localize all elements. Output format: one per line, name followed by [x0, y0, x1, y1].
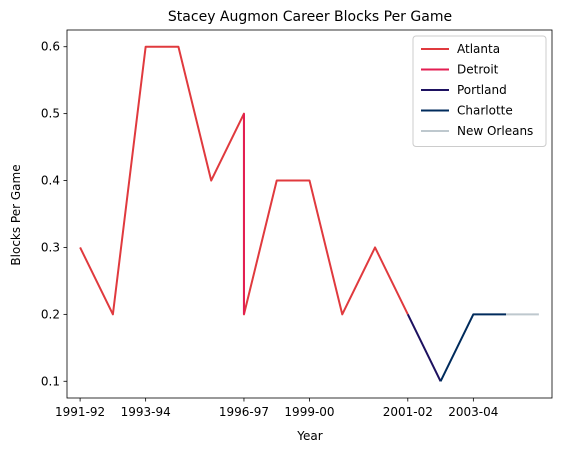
y-tick-label: 0.4: [41, 174, 60, 188]
x-tick-label: 2003-04: [448, 405, 498, 419]
x-axis-label: Year: [296, 429, 322, 443]
x-tick-label: 1991-92: [55, 405, 105, 419]
x-tick-label: 1996-97: [219, 405, 269, 419]
x-tick-label: 2001-02: [383, 405, 433, 419]
legend-label: Portland: [457, 83, 507, 97]
y-tick-label: 0.3: [41, 240, 60, 254]
chart-title: Stacey Augmon Career Blocks Per Game: [168, 9, 452, 25]
x-tick-label: 1993-94: [121, 405, 171, 419]
legend-label: Detroit: [457, 63, 499, 77]
legend-label: New Orleans: [457, 124, 533, 138]
axes: 0.1 0.2 0.3 0.4 0.5 0.6 1991-92 1993-94 1996-97 1…: [41, 29, 553, 419]
legend-label: Atlanta: [457, 42, 500, 56]
y-axis-label: Blocks Per Game: [9, 164, 23, 265]
legend-box: [412, 35, 547, 147]
x-tick-label: 1999-00: [284, 405, 334, 419]
legend-label: Charlotte: [457, 104, 513, 118]
y-tick-label: 0.5: [41, 107, 60, 121]
y-tick-label: 0.1: [41, 374, 60, 388]
series-line-charlotte: [439, 313, 507, 382]
legend: Atlanta Detroit Portland Charlotte New Orlea…: [412, 35, 547, 147]
series-lines: [79, 45, 539, 382]
y-tick-label: 0.6: [41, 40, 60, 54]
series-line-portland: [406, 313, 442, 382]
y-tick-label: 0.2: [41, 307, 60, 321]
